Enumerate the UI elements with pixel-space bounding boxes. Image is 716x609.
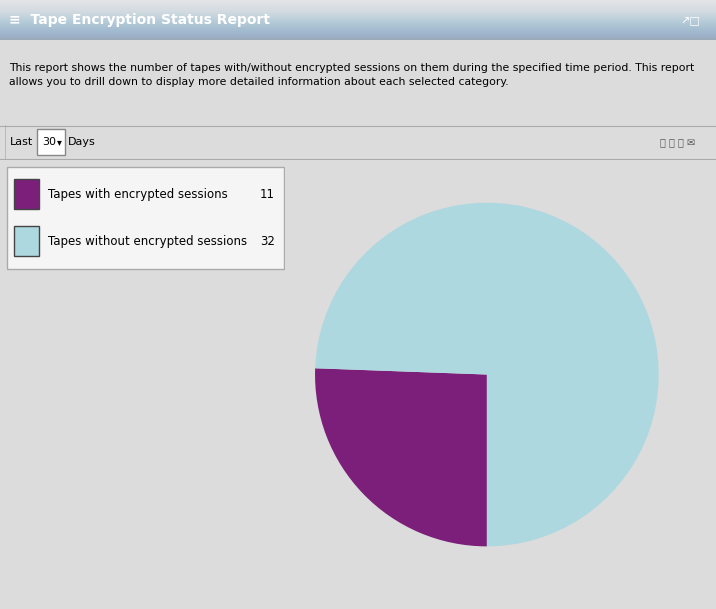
FancyBboxPatch shape <box>14 180 39 209</box>
Text: Tapes without encrypted sessions: Tapes without encrypted sessions <box>47 234 247 248</box>
Text: This report shows the number of tapes with/without encrypted sessions on them du: This report shows the number of tapes wi… <box>9 63 694 88</box>
FancyBboxPatch shape <box>37 129 65 155</box>
Wedge shape <box>315 368 487 546</box>
Text: ↗□: ↗□ <box>680 15 700 25</box>
Text: ≡  Tape Encryption Status Report: ≡ Tape Encryption Status Report <box>9 13 270 27</box>
Text: 30: 30 <box>42 137 56 147</box>
Text: 11: 11 <box>260 188 275 201</box>
Wedge shape <box>315 203 659 546</box>
Text: Last: Last <box>10 137 33 147</box>
Text: Tapes with encrypted sessions: Tapes with encrypted sessions <box>47 188 228 201</box>
FancyBboxPatch shape <box>14 226 39 256</box>
Text: 32: 32 <box>260 234 275 248</box>
FancyBboxPatch shape <box>7 167 284 269</box>
Text: ▾: ▾ <box>57 137 62 147</box>
Text: Days: Days <box>68 137 96 147</box>
Text: ⌕ ⎘ ⎙ ✉: ⌕ ⎘ ⎙ ✉ <box>660 137 695 147</box>
